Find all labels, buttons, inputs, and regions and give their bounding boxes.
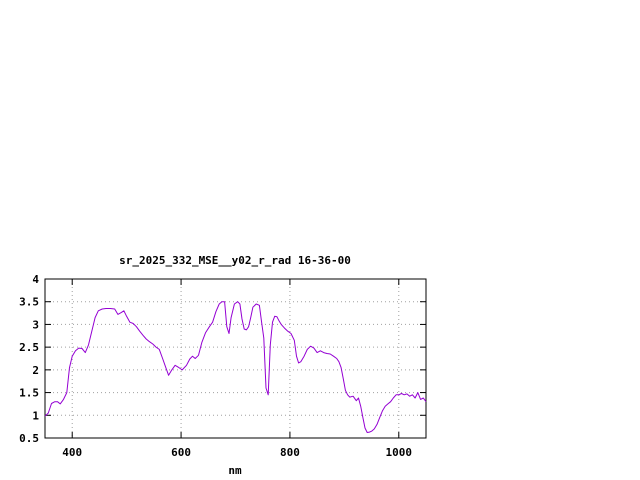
y-tick-label: 3.5: [19, 296, 39, 309]
y-tick-label: 1.5: [19, 387, 39, 400]
series-group: [44, 301, 427, 433]
x-tick-label: 1000: [386, 446, 413, 459]
y-tick-label: 1: [32, 409, 39, 422]
y-tick-label: 4: [32, 273, 39, 286]
x-tick-label: 600: [171, 446, 191, 459]
y-tick-label: 2: [32, 364, 39, 377]
series-line: [44, 301, 427, 433]
x-tick-label: 400: [62, 446, 82, 459]
chart-title: sr_2025_332_MSE__y02_r_rad 16-36-00: [119, 254, 351, 267]
x-axis-label: nm: [228, 464, 242, 477]
x-tick-label: 800: [280, 446, 300, 459]
x-tick-labels: 400 600 800 1000: [62, 446, 412, 459]
y-tick-label: 0.5: [19, 432, 39, 445]
axis-ticks: [45, 278, 426, 439]
grid-lines: [45, 279, 426, 438]
y-tick-label: 3: [32, 318, 39, 331]
y-tick-label: 2.5: [19, 341, 39, 354]
y-tick-labels: 0.5 1 1.5 2 2.5 3 3.5 4: [19, 273, 39, 445]
plot-frame: [44, 278, 427, 439]
